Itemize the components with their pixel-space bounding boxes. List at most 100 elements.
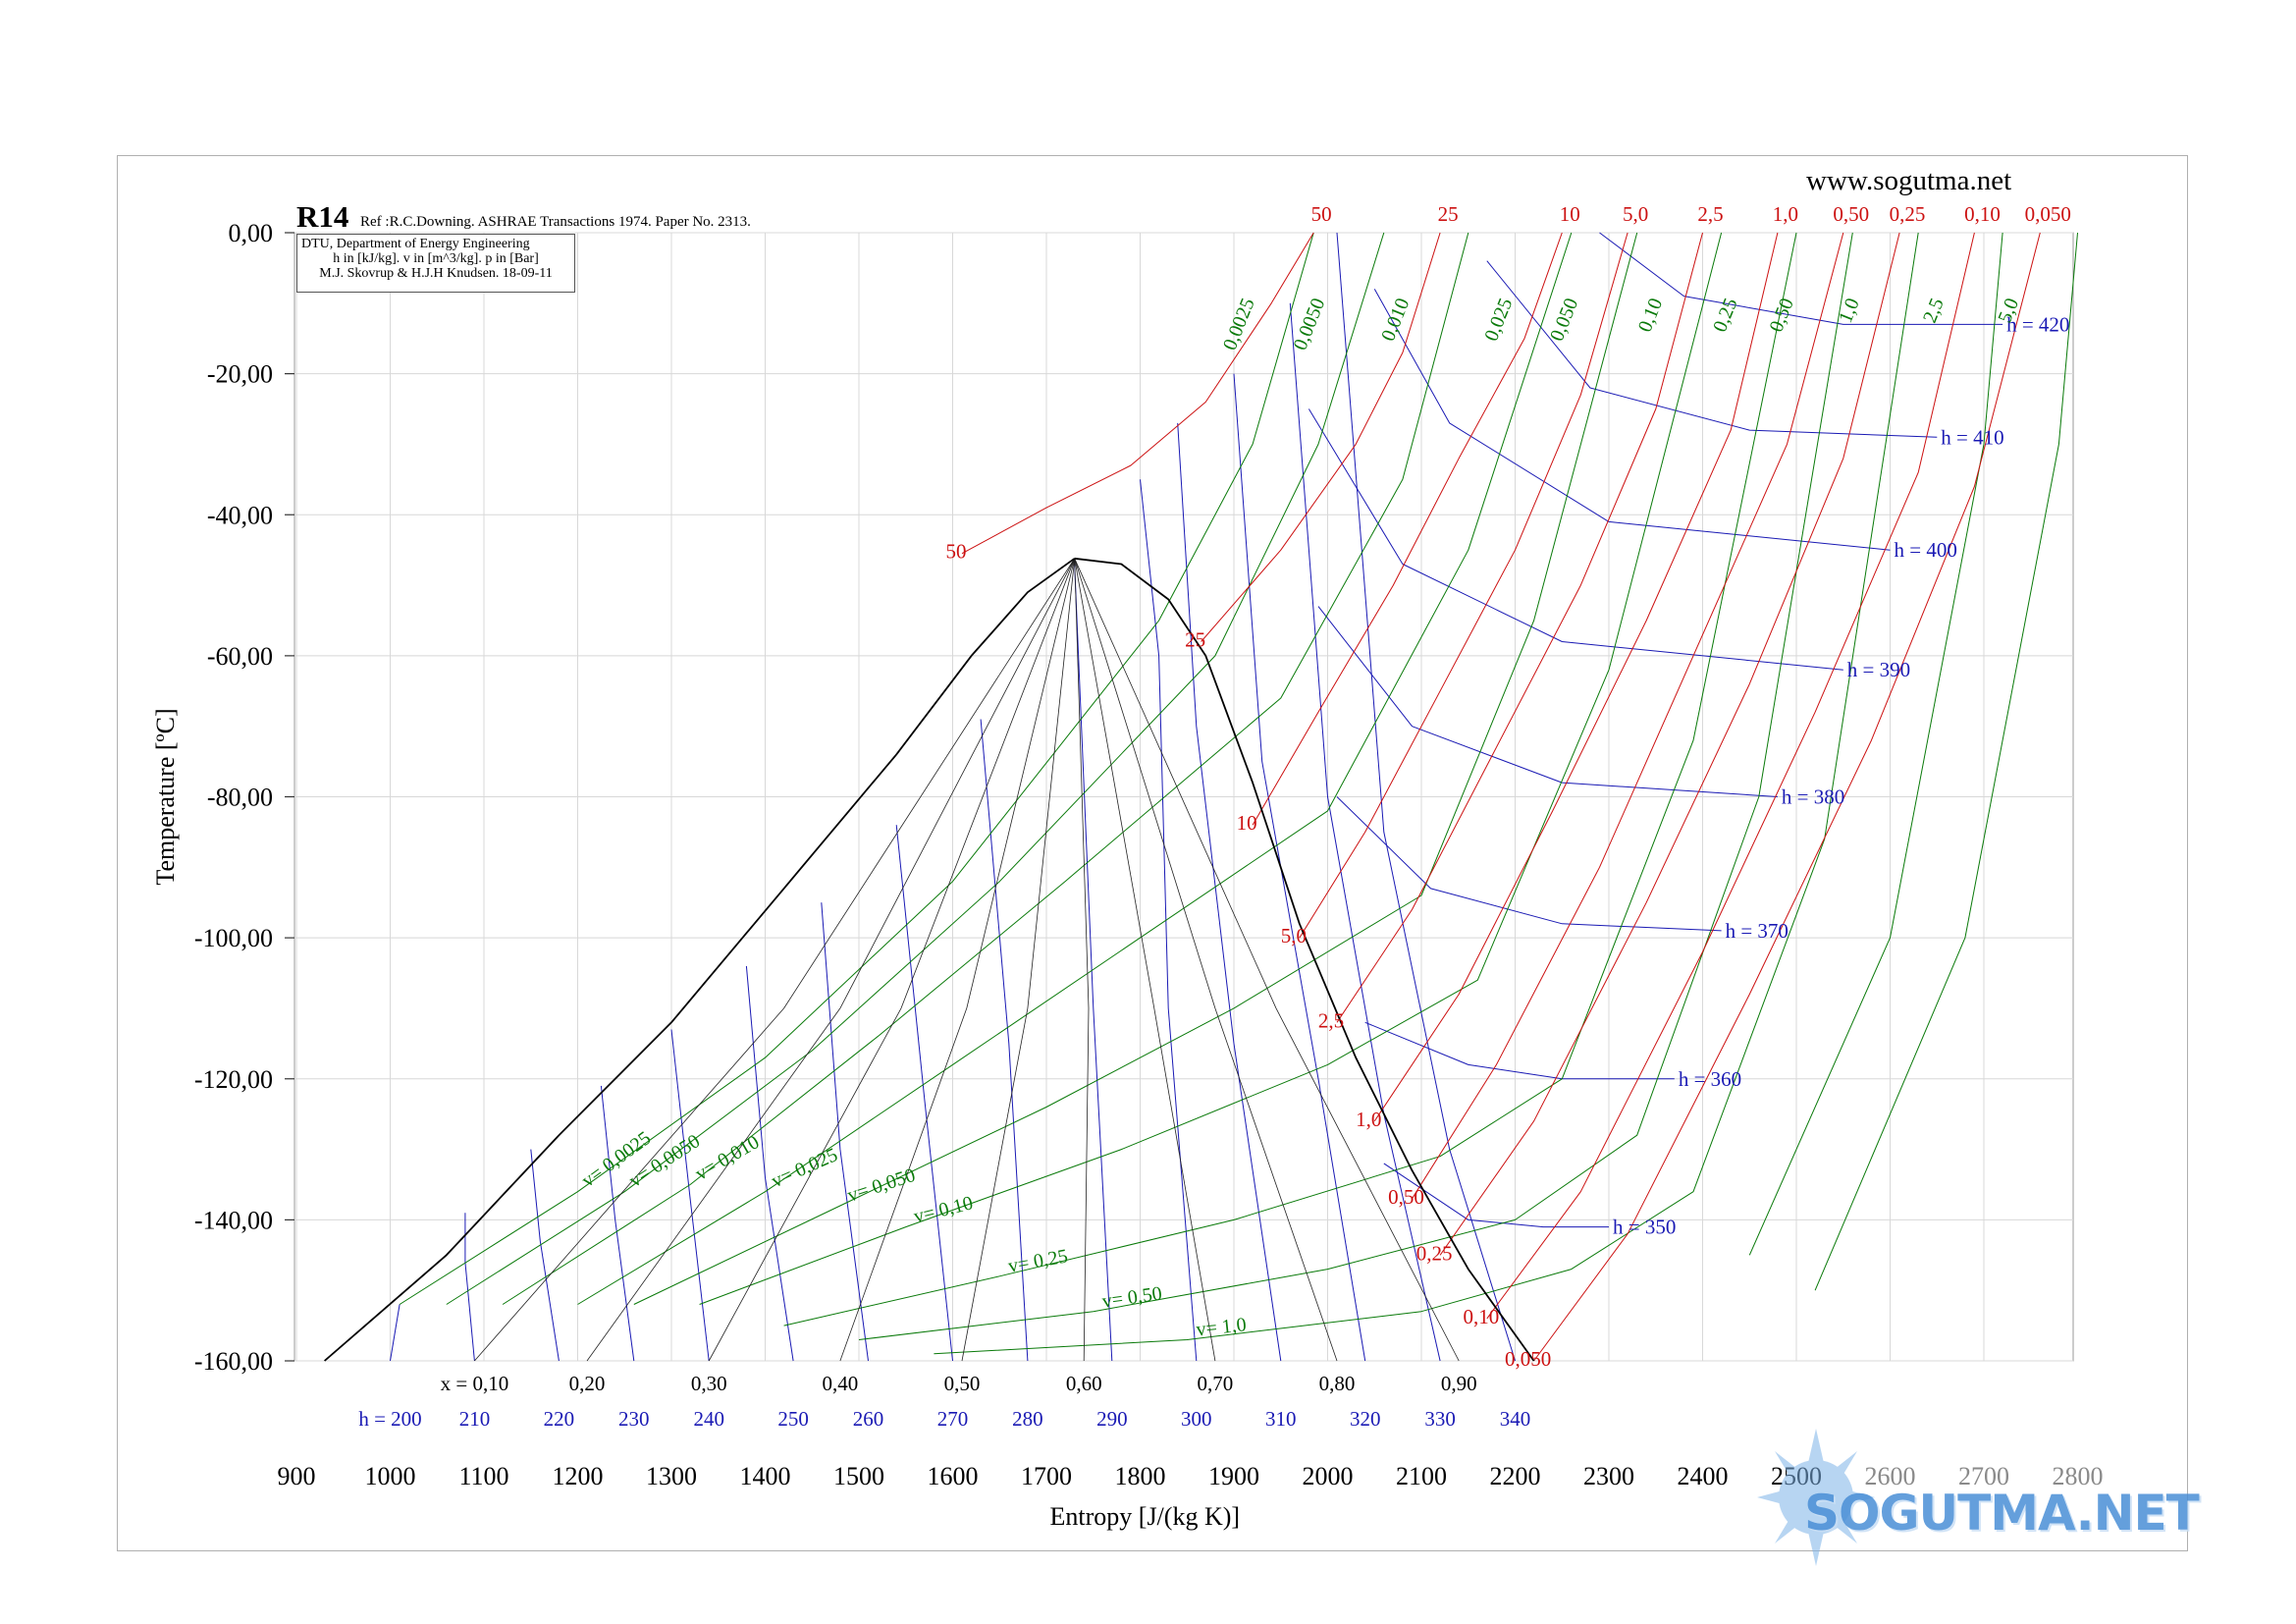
- isobar-top-label: 0,25: [1890, 202, 1926, 226]
- x-tick-label: 1600: [928, 1462, 979, 1490]
- isenthalp-label: 290: [1096, 1407, 1128, 1431]
- isobar-top-label: 0,10: [1964, 202, 2001, 226]
- isenthalp-line: [980, 719, 1029, 1362]
- y-tick-label: -60,00: [207, 642, 273, 671]
- isobar-line: [1412, 232, 1844, 1200]
- isochore-line: [1814, 232, 2078, 1291]
- x-tick-label: 1300: [646, 1462, 697, 1490]
- isobar-dome-label: 50: [946, 540, 967, 564]
- isenthalp-line: [745, 965, 794, 1362]
- isenthalp-line: [1373, 289, 1891, 551]
- isenthalp-label: 300: [1181, 1407, 1212, 1431]
- isochore-top-label: 0,025: [1480, 296, 1517, 345]
- isenthalp-line: [1336, 796, 1722, 932]
- x-tick-label: 1900: [1208, 1462, 1259, 1490]
- y-axis-title: Temperature [ºC]: [151, 708, 180, 885]
- quality-line: [1074, 558, 1216, 1362]
- y-tick-label: -120,00: [194, 1065, 273, 1094]
- quality-line: [708, 558, 1076, 1362]
- quality-line: [586, 558, 1076, 1362]
- quality-label: 0,80: [1319, 1372, 1356, 1395]
- saturated-vapor-line: [1074, 557, 1535, 1362]
- isenthalp-label: h = 410: [1941, 425, 2003, 449]
- isochore-top-label: 0,50: [1765, 296, 1798, 336]
- info-line: M.J. Skovrup & H.J.H Knudsen. 18-09-11: [319, 266, 553, 281]
- isenthalp-line: [1074, 564, 1113, 1362]
- isenthalp-label: 220: [544, 1407, 575, 1431]
- x-tick-label: 2400: [1678, 1462, 1729, 1490]
- isobar-line: [1486, 232, 1975, 1320]
- saturated-liquid-line: [324, 558, 1076, 1362]
- isochore-label: v= 0,050: [845, 1164, 919, 1207]
- isochore-label: v= 0,010: [692, 1131, 764, 1185]
- isochore-label: v= 1,0: [1195, 1314, 1247, 1340]
- isochore-top-label: 0,0025: [1219, 296, 1259, 353]
- isenthalp-line: [530, 1149, 560, 1362]
- quality-label: 0,70: [1198, 1372, 1234, 1395]
- y-tick-label: -20,00: [207, 360, 273, 389]
- isochore-line: [783, 232, 1797, 1326]
- quality-line: [1074, 558, 1090, 1362]
- isenthalp-label: 330: [1424, 1407, 1456, 1431]
- isobar-line: [1201, 232, 1441, 642]
- isochore-line: [577, 232, 1573, 1305]
- isobar-top-label: 2,5: [1697, 202, 1723, 226]
- isobar-top-label: 0,050: [2025, 202, 2071, 226]
- curves-layer: [324, 232, 2078, 1362]
- isobar-dome-label: 0,050: [1505, 1347, 1551, 1371]
- isenthalp-label: 320: [1350, 1407, 1381, 1431]
- x-tick-label: 2100: [1396, 1462, 1447, 1490]
- website-url: www.sogutma.net: [1806, 165, 2012, 196]
- isobar-line: [1439, 232, 1900, 1256]
- x-tick-label: 1500: [833, 1462, 884, 1490]
- isobar-dome-label: 2,5: [1318, 1008, 1344, 1032]
- isochore-line: [399, 232, 1314, 1305]
- isobar-dome-label: 0,50: [1388, 1185, 1424, 1209]
- isenthalp-line: [1177, 422, 1282, 1362]
- quality-label: 0,20: [569, 1372, 606, 1395]
- isenthalp-line: [1317, 606, 1778, 797]
- x-tick-label: 1700: [1021, 1462, 1072, 1490]
- y-tick-label: -160,00: [194, 1347, 273, 1376]
- watermark-text: SOGUTMA.NET: [1804, 1485, 2200, 1542]
- isobar-top-label: 5,0: [1623, 202, 1648, 226]
- chart-title: R14: [296, 199, 349, 234]
- isochore-label: v= 0,10: [912, 1192, 976, 1227]
- isochore-top-label: 0,050: [1546, 296, 1582, 345]
- isenthalp-label: 230: [618, 1407, 650, 1431]
- labels-layer: 0,00 -20,00 -40,00 -60,00 -80,00 -100,00 -120,…: [151, 202, 2104, 1531]
- x-tick-label: 900: [278, 1462, 316, 1490]
- x-tick-label: 2800: [2053, 1462, 2104, 1490]
- isenthalp-label: 310: [1265, 1407, 1297, 1431]
- isenthalp-line: [1486, 260, 1938, 438]
- info-line: h in [kJ/kg]. v in [m^3/kg]. p in [Bar]: [333, 251, 539, 266]
- isochore-line: [633, 232, 1638, 1305]
- isenthalp-label: 260: [853, 1407, 884, 1431]
- y-tick-label: -40,00: [207, 501, 273, 529]
- isenthalp-label: h = 420: [2006, 312, 2069, 336]
- isenthalp-line: [1364, 1021, 1675, 1080]
- isenthalp-line: [464, 1213, 475, 1362]
- x-tick-label: 2700: [1958, 1462, 2009, 1490]
- isobar-line: [1336, 232, 1703, 1023]
- isobar-dome-label: 0,25: [1416, 1241, 1453, 1265]
- isenthalp-label: 340: [1500, 1407, 1531, 1431]
- quality-label: 0,40: [823, 1372, 859, 1395]
- x-tick-label: 2200: [1490, 1462, 1541, 1490]
- y-tick-label: -100,00: [194, 924, 273, 952]
- isochore-line: [858, 232, 1853, 1340]
- x-tick-label: 2000: [1303, 1462, 1354, 1490]
- isenthalp-label: 210: [459, 1407, 491, 1431]
- quality-label: 0,90: [1441, 1372, 1477, 1395]
- isenthalp-label: h = 200: [358, 1407, 421, 1431]
- isenthalp-label: h = 370: [1726, 919, 1789, 943]
- reference-text: Ref :R.C.Downing. ASHRAE Transactions 19…: [360, 214, 751, 230]
- isochore-top-label: 1,0: [1835, 296, 1864, 326]
- isenthalp-line: [390, 1304, 400, 1362]
- isochore-label: v= 0,50: [1100, 1282, 1163, 1312]
- chart-frame: [117, 155, 2188, 1551]
- sun-logo-icon: [1757, 1429, 1875, 1566]
- isochore-line: [502, 232, 1469, 1305]
- x-tick-label: 1100: [458, 1462, 508, 1490]
